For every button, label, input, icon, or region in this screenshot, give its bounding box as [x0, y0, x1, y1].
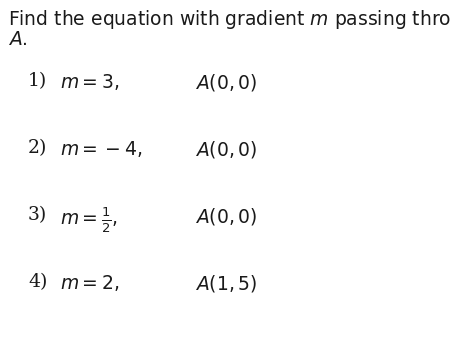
Text: 4): 4)	[28, 273, 47, 291]
Text: $A(0,0)$: $A(0,0)$	[195, 139, 257, 160]
Text: 3): 3)	[28, 206, 47, 224]
Text: $A(0,0)$: $A(0,0)$	[195, 72, 257, 93]
Text: $A(0,0)$: $A(0,0)$	[195, 206, 257, 227]
Text: $A(1,5)$: $A(1,5)$	[195, 273, 257, 294]
Text: $m = \frac{1}{2},$: $m = \frac{1}{2},$	[60, 206, 118, 235]
Text: 1): 1)	[28, 72, 47, 90]
Text: $m = 2,$: $m = 2,$	[60, 273, 119, 293]
Text: $m = 3,$: $m = 3,$	[60, 72, 119, 92]
Text: Find the equation with gradient $m$ passing thro: Find the equation with gradient $m$ pass…	[8, 8, 451, 31]
Text: $A$.: $A$.	[8, 30, 27, 49]
Text: $m = -4,$: $m = -4,$	[60, 139, 142, 159]
Text: 2): 2)	[28, 139, 47, 157]
